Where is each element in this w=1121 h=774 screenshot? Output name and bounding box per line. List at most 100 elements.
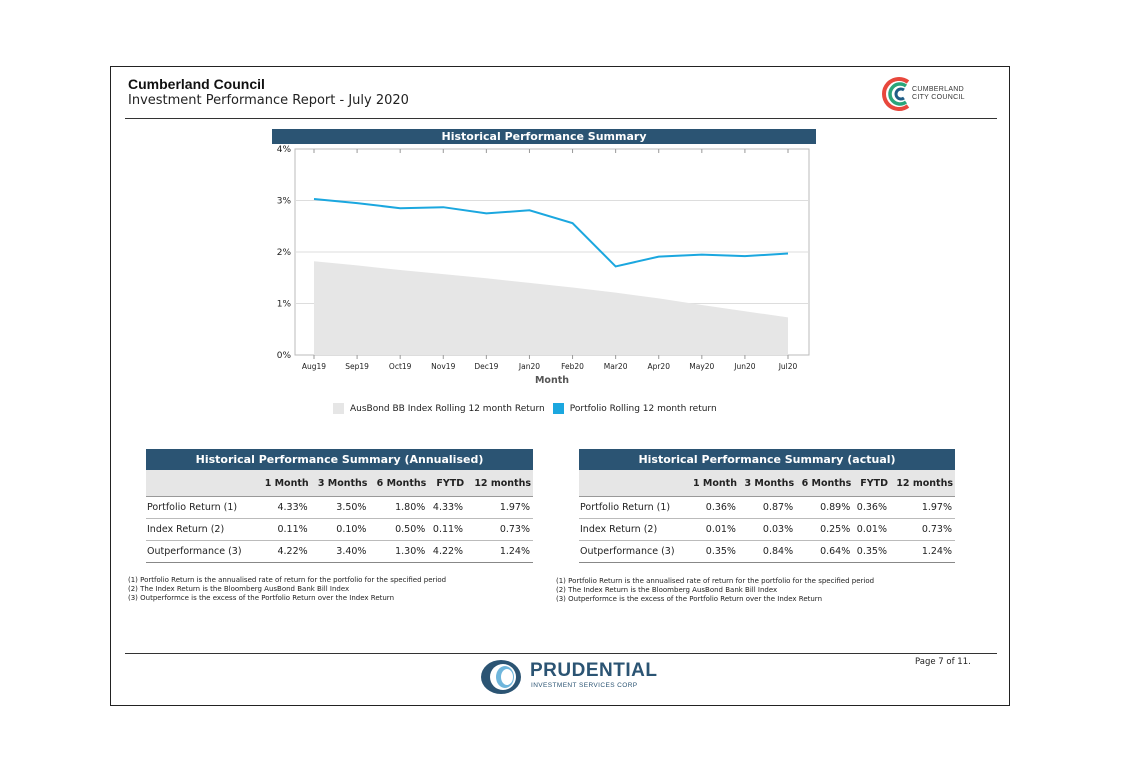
table-cell: 0.10% [310,518,370,541]
table-cell: 0.35% [853,540,890,563]
prudential-name: PRUDENTIAL [530,660,658,681]
actual-notes: (1) Portfolio Return is the annualised r… [556,577,874,604]
table-cell: 0.03% [738,518,797,541]
table-cell: 0.73% [889,518,955,541]
column-header: 6 Months [796,470,854,497]
table-cell: 1.30% [369,540,429,563]
series-area-index [314,261,788,355]
table-cell: 0.25% [796,518,854,541]
y-tick-label: 4% [277,145,292,155]
footnote: (1) Portfolio Return is the annualised r… [556,577,875,585]
table-cell: 0.64% [796,540,854,563]
actual-table: 1 Month 3 Months 6 Months FYTD 12 months Por… [579,470,955,563]
row-label: Index Return (2) [579,518,689,541]
y-tick-label: 3% [277,197,292,207]
table-cell: 0.50% [369,518,429,541]
x-tick-label: Jul20 [778,362,798,371]
table-cell: 1.24% [889,540,955,563]
table-cell: 0.11% [258,518,311,541]
footnote: (2) The Index Return is the Bloomberg Au… [128,585,350,593]
table-cell: 0.36% [853,496,890,519]
footnote: (3) Outperformce is the excess of the Po… [556,595,822,603]
column-header: 1 Month [688,470,739,497]
table-row: Outperformance (3) 0.35% 0.84% 0.64% 0.35% 1.… [579,540,955,563]
footer-divider [125,653,997,654]
prudential-logo-icon [481,660,521,694]
report-org-title: Cumberland Council [128,76,265,92]
x-tick-label: May20 [689,362,714,371]
x-tick-label: Feb20 [561,362,584,371]
x-axis-label: Month [535,375,569,386]
table-cell: 0.01% [853,518,890,541]
row-label: Outperformance (3) [579,540,689,563]
chart-legend: AusBond BB Index Rolling 12 month Return… [333,403,719,414]
cumberland-logo-icon [882,77,910,111]
page-number: Page 7 of 11. [915,657,971,667]
column-header: 3 Months [738,470,797,497]
page-frame [110,66,1010,706]
legend-label-index: AusBond BB Index Rolling 12 month Return [350,403,545,414]
x-tick-label: Jun20 [733,362,755,371]
x-tick-label: Apr20 [647,362,670,371]
historical-performance-chart: 0% 1% 2% 3% 4% Aug19 Sep19 Oct19 Nov19 Dec19 Jan20… [277,145,810,386]
column-header [146,470,259,497]
table-cell: 4.33% [428,496,467,519]
y-tick-label: 2% [277,248,292,258]
table-cell: 4.22% [428,540,467,563]
table-row: Index Return (2) 0.11% 0.10% 0.50% 0.11% 0.73… [146,518,533,541]
legend-item-portfolio: Portfolio Rolling 12 month return [552,403,717,414]
table-cell: 0.35% [688,540,739,563]
column-header: 3 Months [310,470,370,497]
chart-title: Historical Performance Summary [272,129,816,144]
table-row: Portfolio Return (1) 4.33% 3.50% 1.80% 4.33%… [146,496,533,519]
footnote: (3) Outperformce is the excess of the Po… [128,594,394,602]
table-row: Outperformance (3) 4.22% 3.40% 1.30% 4.22% 1.… [146,540,533,563]
table-row: Portfolio Return (1) 0.36% 0.87% 0.89% 0.36%… [579,496,955,519]
table-cell: 1.80% [369,496,429,519]
column-header: 6 Months [369,470,429,497]
x-tick-label: Oct19 [389,362,412,371]
x-tick-label: Sep19 [345,362,369,371]
prudential-subtitle: INVESTMENT SERVICES CORP [531,682,638,689]
table-row: Index Return (2) 0.01% 0.03% 0.25% 0.01% 0.73… [579,518,955,541]
footnote: (2) The Index Return is the Bloomberg Au… [556,586,778,594]
table-cell: 0.11% [428,518,467,541]
column-header: 1 Month [258,470,311,497]
row-label: Portfolio Return (1) [579,496,689,519]
row-label: Outperformance (3) [146,540,259,563]
footnote: (1) Portfolio Return is the annualised r… [128,576,447,584]
column-header: 12 months [889,470,955,497]
table-cell: 3.50% [310,496,370,519]
x-tick-label: Aug19 [302,362,326,371]
table-cell: 0.36% [688,496,739,519]
header-divider [125,118,997,119]
table-cell: 0.84% [738,540,797,563]
report-subtitle: Investment Performance Report - July 202… [128,93,409,108]
column-header: 12 months [466,470,533,497]
table-header-row: 1 Month 3 Months 6 Months FYTD 12 months [146,470,533,497]
row-label: Portfolio Return (1) [146,496,259,519]
annualised-notes: (1) Portfolio Return is the annualised r… [128,576,446,603]
column-header [579,470,689,497]
x-tick-label: Nov19 [431,362,455,371]
series-line-portfolio [313,197,789,268]
table-cell: 1.24% [466,540,533,563]
column-header: FYTD [428,470,467,497]
x-tick-label: Mar20 [604,362,628,371]
table-cell: 0.87% [738,496,797,519]
legend-item-index: AusBond BB Index Rolling 12 month Return [333,403,545,414]
column-header: FYTD [853,470,890,497]
table-cell: 0.89% [796,496,854,519]
table-cell: 3.40% [310,540,370,563]
table-cell: 1.97% [466,496,533,519]
x-tick-label: Jan20 [518,362,540,371]
legend-swatch-portfolio [552,403,564,414]
actual-table-title: Historical Performance Summary (actual) [579,449,955,470]
table-cell: 0.01% [688,518,739,541]
table-header-row: 1 Month 3 Months 6 Months FYTD 12 months [579,470,955,497]
annualised-table-title: Historical Performance Summary (Annualis… [146,449,533,470]
legend-label-portfolio: Portfolio Rolling 12 month return [569,403,717,414]
cumberland-logo-text: CUMBERLAND CITY COUNCIL [912,86,965,101]
y-tick-label: 0% [277,351,292,361]
legend-swatch-index [333,403,344,414]
